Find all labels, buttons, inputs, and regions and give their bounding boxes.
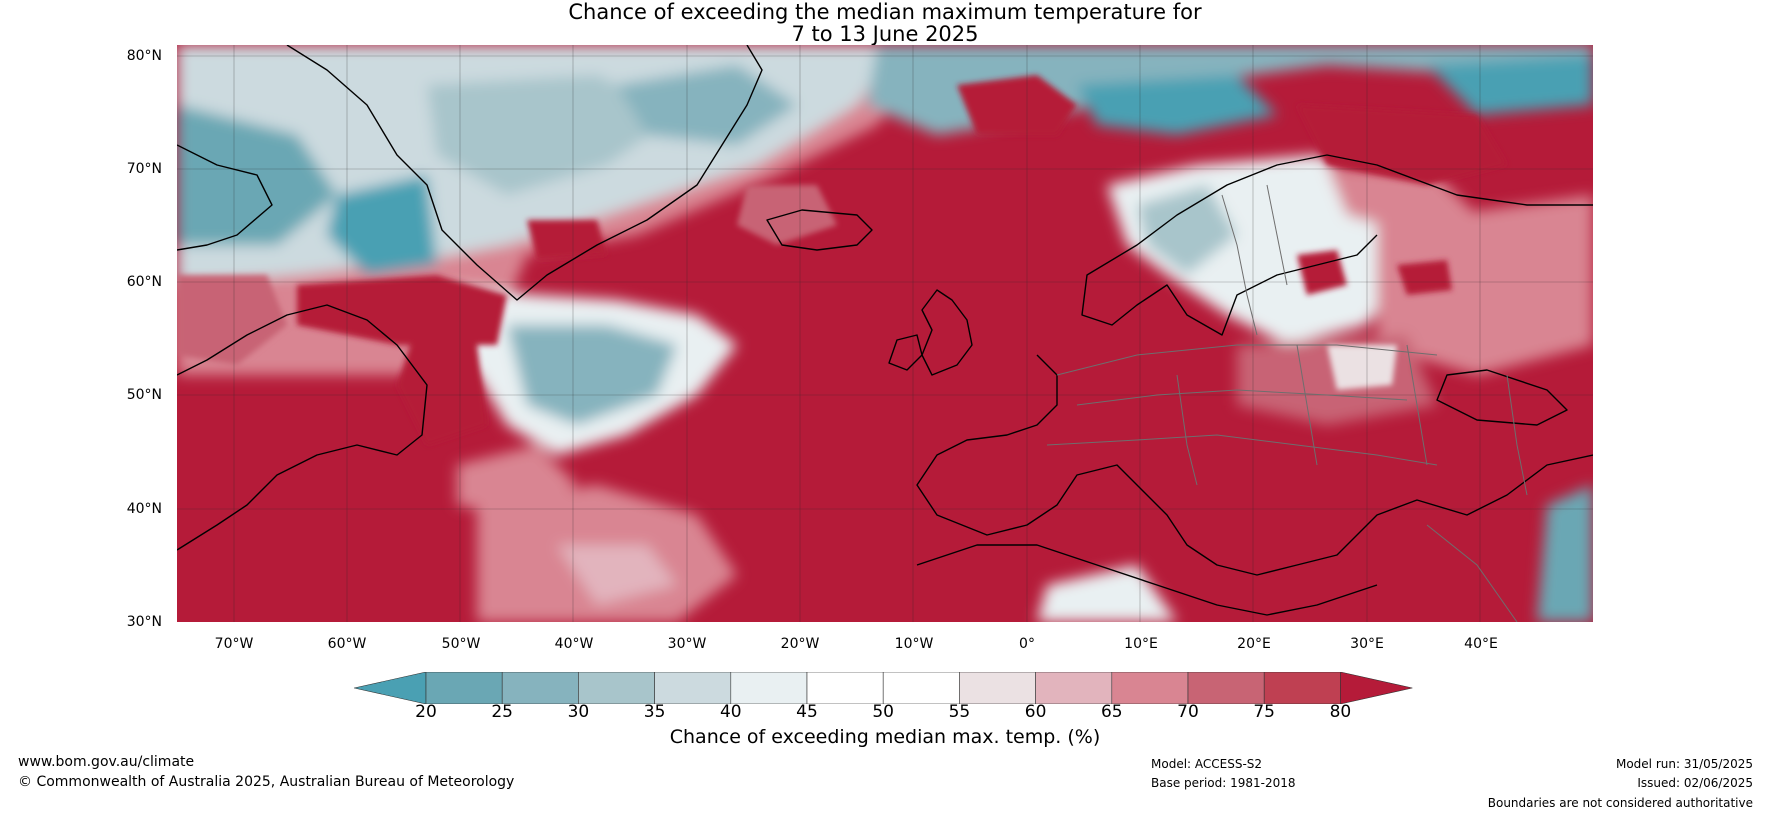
colorbar-swatch [501, 672, 579, 704]
colorbar-tick-label: 60 [1024, 702, 1047, 722]
probability-detail [177, 75, 1507, 445]
forecast-map [177, 45, 1593, 622]
ireland-coast [888, 334, 923, 371]
colorbar-extend-high [1340, 672, 1413, 704]
country-borders [1046, 184, 1528, 622]
forecast-map-canvas [177, 45, 1593, 622]
greenland-coast [286, 45, 763, 301]
footer-base-period: Base period: 1981-2018 [1151, 776, 1296, 790]
longitude-label-60w: 60°W [327, 636, 367, 652]
longitude-label-10w: 10°W [894, 636, 934, 652]
colorbar-tick-label: 75 [1253, 702, 1276, 722]
colorbar-swatch [1263, 672, 1341, 704]
colorbar-tick-label: 50 [872, 702, 895, 722]
longitude-label-70w: 70°W [214, 636, 254, 652]
longitude-label-10e: 10°E [1124, 636, 1158, 652]
latitude-label-50n: 50°N [126, 387, 162, 403]
footer-disclaimer: Boundaries are not considered authoritat… [1487, 796, 1753, 810]
latitude-label-60n: 60°N [126, 274, 162, 290]
footer-model: Model: ACCESS-S2 [1151, 757, 1263, 771]
colorbar-label: Chance of exceeding median max. temp. (%… [669, 726, 1101, 748]
longitude-label-50w: 50°W [441, 636, 481, 652]
map-subtitle-dates: 7 to 13 June 2025 [791, 22, 979, 46]
colorbar-swatch [882, 672, 960, 704]
colorbar-extend-low [354, 672, 427, 704]
scandinavia-coast [1081, 154, 1593, 336]
coastlines [177, 45, 1593, 616]
footer-copyright: © Commonwealth of Australia 2025, Austra… [18, 774, 515, 790]
longitude-label-20e: 20°E [1237, 636, 1271, 652]
iceland-coast [766, 209, 873, 251]
colorbar-tick-label: 80 [1329, 702, 1352, 722]
latitude-label-30n: 30°N [126, 614, 162, 630]
great-britain-coast [921, 289, 973, 376]
colorbar-swatch [730, 672, 808, 704]
footer-url: www.bom.gov.au/climate [18, 754, 195, 770]
longitude-label-40e: 40°E [1464, 636, 1498, 652]
colorbar-swatch [1035, 672, 1113, 704]
colorbar-swatch [425, 672, 503, 704]
footer-issued: Issued: 02/06/2025 [1637, 776, 1753, 790]
colorbar-tick-label: 70 [1177, 702, 1199, 722]
colorbar-swatch [1187, 672, 1265, 704]
longitude-label-0: 0° [1019, 636, 1035, 652]
colorbar-swatch [1111, 672, 1189, 704]
colorbar-tick-label: 40 [719, 702, 742, 722]
colorbar-tick-label: 65 [1100, 702, 1123, 722]
longitude-label-30w: 30°W [667, 636, 707, 652]
colorbar-tick-label: 30 [567, 702, 590, 722]
colorbar-tick-label: 35 [643, 702, 666, 722]
europe-mediterranean-coast [916, 354, 1593, 576]
black-sea-coast [1436, 369, 1568, 426]
colorbar-tick-label: 25 [491, 702, 514, 722]
colorbar-tick-label: 45 [796, 702, 818, 722]
colorbar-swatch [578, 672, 655, 704]
footer-model-run: Model run: 31/05/2025 [1615, 757, 1753, 771]
probability-field [177, 45, 1593, 622]
colorbar-swatch [959, 672, 1036, 704]
colorbar-tick-label: 55 [948, 702, 971, 722]
latitude-label-70n: 70°N [126, 161, 162, 177]
north-africa-coast [916, 544, 1378, 616]
colorbar-swatch [806, 672, 884, 704]
latitude-label-80n: 80°N [126, 48, 162, 64]
colorbar-swatch [654, 672, 732, 704]
baffin-coast [177, 144, 273, 251]
colorbar-tick-label: 20 [415, 702, 437, 722]
north-america-coast [177, 304, 428, 551]
colorbar [354, 672, 1413, 704]
longitude-label-40w: 40°W [554, 636, 594, 652]
longitude-label-20w: 20°W [780, 636, 820, 652]
map-title: Chance of exceeding the median maximum t… [568, 0, 1202, 24]
longitude-label-30e: 30°E [1350, 636, 1384, 652]
latitude-label-40n: 40°N [126, 501, 162, 517]
